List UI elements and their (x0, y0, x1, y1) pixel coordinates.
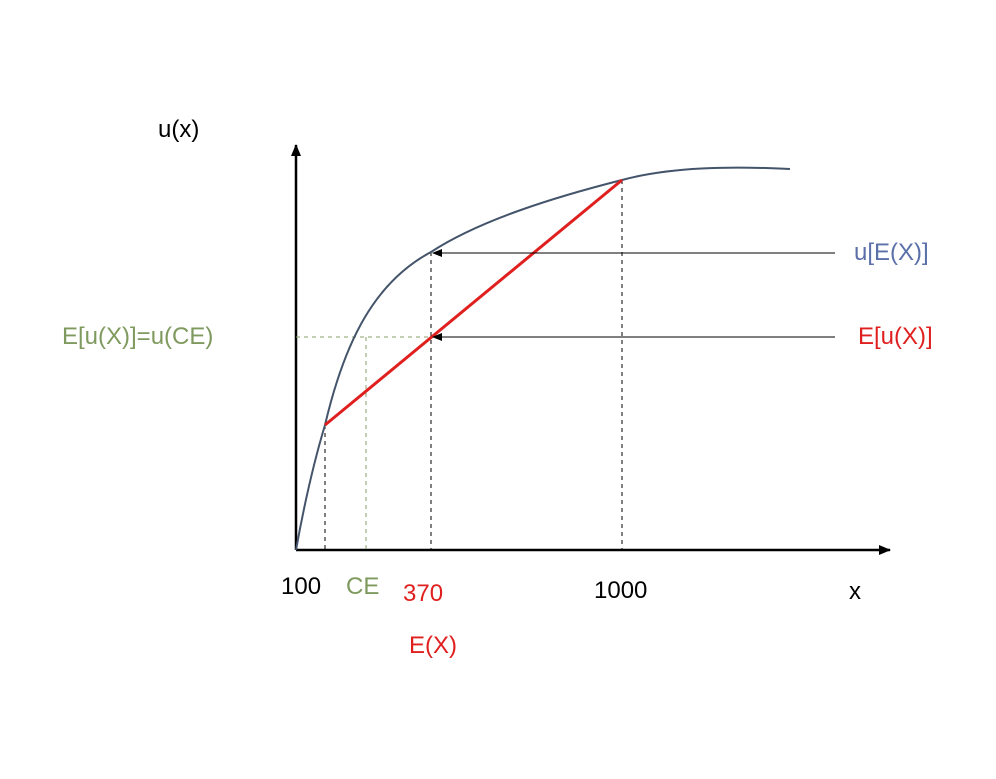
x-axis-label: x (849, 578, 861, 605)
tick-label-1000: 1000 (594, 577, 648, 604)
tick-label-ce: CE (346, 573, 380, 600)
tick-label-100: 100 (281, 573, 322, 600)
label-certainty-equivalent: E[u(X)]=u(CE) (62, 323, 214, 350)
tick-label-370: 370 (403, 580, 444, 607)
label-expected-utility: E[u(X)] (858, 323, 933, 350)
label-utility-of-expectation: u[E(X)] (854, 239, 929, 266)
expected-utility-chord (324, 178, 623, 427)
utility-curve (295, 166, 791, 551)
tick-label-expected-value: E(X) (409, 632, 457, 659)
y-axis-label: u(x) (158, 116, 200, 143)
